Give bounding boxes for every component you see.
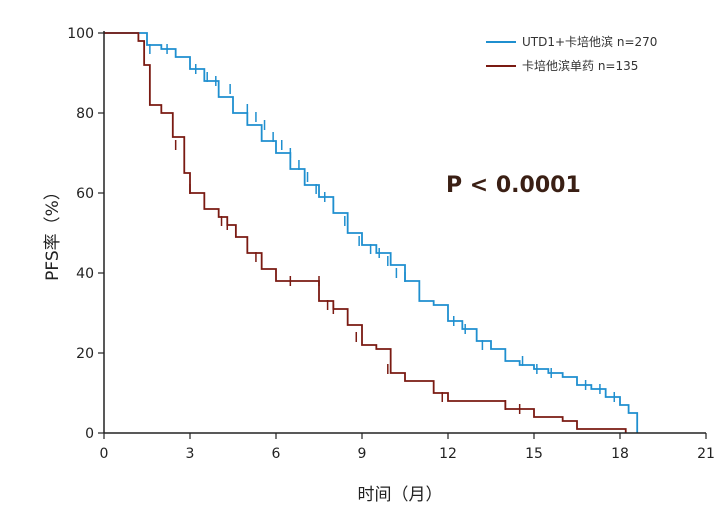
x-tick-label: 18 [611, 446, 629, 462]
y-axis-title: PFS率（%） [43, 183, 63, 281]
y-tick-label: 0 [85, 426, 94, 442]
x-tick-label: 9 [358, 446, 367, 462]
legend-label-series-1: UTD1+卡培他滨 n=270 [522, 34, 657, 49]
y-tick-label: 40 [76, 266, 94, 282]
x-tick-label: 3 [186, 446, 195, 462]
y-tick-label: 20 [76, 346, 94, 362]
y-tick-label: 80 [76, 106, 94, 122]
plot-area [104, 32, 639, 433]
y-tick-label: 100 [67, 26, 94, 42]
series-line-1 [104, 32, 639, 433]
p-value-annotation: P < 0.0001 [446, 173, 581, 198]
axes: 0 3 6 9 12 15 18 21 0 20 40 60 80 100 [67, 26, 715, 462]
x-tick-label: 12 [439, 446, 457, 462]
legend: UTD1+卡培他滨 n=270 卡培他滨单药 n=135 [486, 34, 657, 73]
x-tick-label: 15 [525, 446, 543, 462]
legend-label-series-2: 卡培他滨单药 n=135 [522, 58, 638, 73]
y-tick-label: 60 [76, 186, 94, 202]
x-tick-label: 0 [100, 446, 109, 462]
x-tick-label: 21 [697, 446, 715, 462]
x-tick-label: 6 [272, 446, 281, 462]
x-axis-title: 时间（月） [358, 485, 443, 505]
